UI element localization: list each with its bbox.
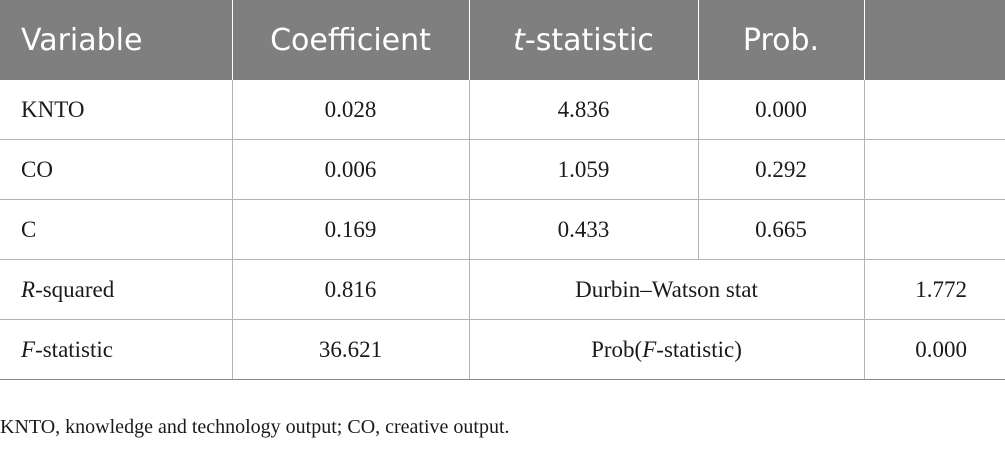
cell-coefficient: 0.169: [232, 199, 470, 260]
cell-prob: 0.000: [698, 80, 865, 140]
cell-empty: [864, 199, 1005, 260]
prob-f-suffix: -statistic): [656, 336, 742, 362]
prob-f-prefix: Prob(: [591, 336, 643, 362]
table-header-row: Variable Coefficient t-statistic Prob.: [0, 0, 1005, 80]
cell-prob: 0.292: [698, 139, 865, 200]
f-statistic-rest: -statistic: [35, 336, 113, 362]
cell-t-statistic: 1.059: [469, 139, 699, 200]
cell-t-statistic: 4.836: [469, 80, 699, 140]
table-row: KNTO 0.028 4.836 0.000: [0, 80, 1005, 140]
prob-f-statistic-label: Prob(F-statistic): [469, 319, 865, 380]
header-t-statistic: t-statistic: [469, 0, 699, 80]
cell-empty: [864, 80, 1005, 140]
f-statistic-label: F-statistic: [0, 319, 233, 380]
regression-results-table: Variable Coefficient t-statistic Prob. K…: [0, 0, 1005, 380]
r-squared-italic: R: [21, 276, 36, 302]
cell-empty: [864, 139, 1005, 200]
cell-variable: CO: [0, 139, 233, 200]
header-t-rest: -statistic: [524, 22, 654, 58]
prob-f-italic: F: [642, 336, 657, 362]
cell-variable: KNTO: [0, 80, 233, 140]
cell-coefficient: 0.028: [232, 80, 470, 140]
cell-variable: C: [0, 199, 233, 260]
cell-prob: 0.665: [698, 199, 865, 260]
table-row: CO 0.006 1.059 0.292: [0, 139, 1005, 200]
header-coefficient: Coefficient: [232, 0, 470, 80]
f-statistic-value: 36.621: [232, 319, 470, 380]
header-variable: Variable: [0, 0, 233, 80]
r-squared-value: 0.816: [232, 259, 470, 320]
f-statistic-italic: F: [21, 336, 36, 362]
table-footnote: KNTO, knowledge and technology output; C…: [0, 416, 510, 438]
prob-f-statistic-value: 0.000: [864, 319, 1005, 380]
header-empty: [864, 0, 1005, 80]
table-row-f-statistic: F-statistic 36.621 Prob(F-statistic) 0.0…: [0, 319, 1005, 380]
durbin-watson-label: Durbin–Watson stat: [469, 259, 865, 320]
table-row: C 0.169 0.433 0.665: [0, 199, 1005, 260]
header-prob: Prob.: [698, 0, 865, 80]
header-t-italic: t: [513, 22, 525, 58]
cell-t-statistic: 0.433: [469, 199, 699, 260]
table-row-r-squared: R-squared 0.816 Durbin–Watson stat 1.772: [0, 259, 1005, 320]
cell-coefficient: 0.006: [232, 139, 470, 200]
r-squared-rest: -squared: [35, 276, 115, 302]
r-squared-label: R-squared: [0, 259, 233, 320]
durbin-watson-value: 1.772: [864, 259, 1005, 320]
